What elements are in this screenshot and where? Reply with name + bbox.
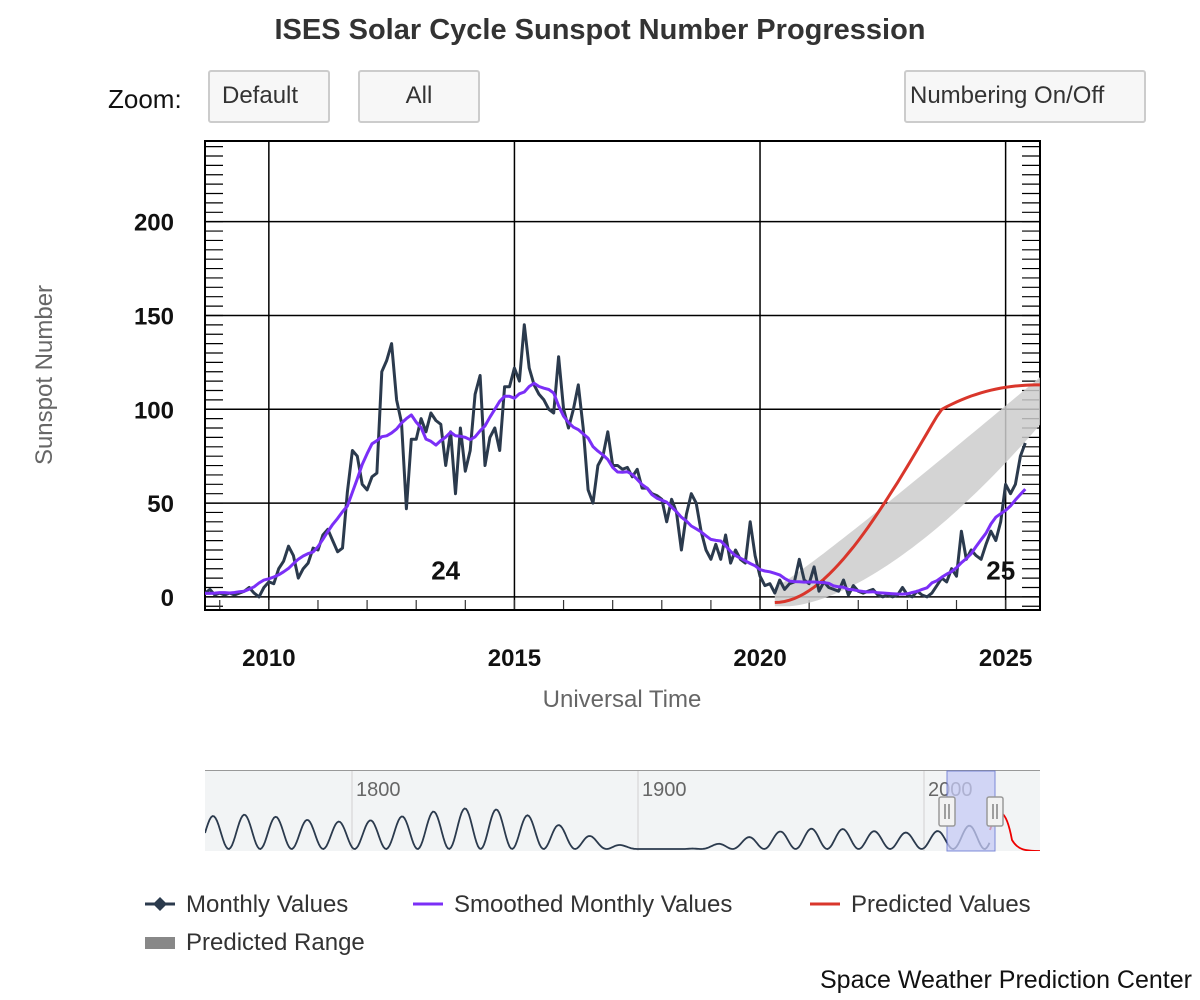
numbering-toggle-button[interactable]: Numbering On/Off (904, 70, 1146, 123)
zoom-label: Zoom: (108, 84, 182, 114)
navigator-handle-body (986, 796, 1004, 827)
legend-symbol (145, 937, 175, 949)
x-tick-label: 2020 (733, 645, 786, 672)
zoom-all-button[interactable]: All (358, 70, 480, 123)
legend-item[interactable]: Smoothed Monthly Values (413, 891, 732, 918)
plot-series (205, 323, 1040, 607)
chart-title: ISES Solar Cycle Sunspot Number Progress… (274, 14, 926, 46)
legend-label: Monthly Values (186, 891, 348, 918)
navigator-series-line (205, 807, 991, 850)
legend-item[interactable]: Predicted Range (145, 929, 365, 956)
monthly-values-line (205, 323, 1027, 599)
cycle-label: 25 (986, 556, 1015, 586)
legend-item[interactable]: Monthly Values (145, 891, 348, 918)
legend-label: Smoothed Monthly Values (454, 891, 732, 918)
navigator-handle[interactable] (938, 796, 956, 827)
x-tick-label: 2015 (488, 645, 541, 672)
y-tick-label: 50 (147, 491, 174, 518)
x-axis-title: Universal Time (543, 686, 702, 713)
x-tick-label: 2010 (242, 645, 295, 672)
navigator-tick-label: 1900 (642, 779, 687, 801)
legend: Monthly Values Smoothed Monthly Values Pre… (145, 891, 1031, 956)
predicted-range-band (774, 377, 1040, 607)
y-tick-label: 150 (134, 303, 174, 330)
y-axis-title: Sunspot Number (31, 285, 58, 465)
legend-item[interactable]: Predicted Values (810, 891, 1031, 918)
navigator-tick-label: 1800 (356, 779, 401, 801)
zoom-default-button[interactable]: Default (208, 70, 330, 123)
cycle-label: 24 (431, 556, 460, 586)
smoothed-monthly-values-line (205, 381, 1027, 596)
legend-label: Predicted Range (186, 929, 365, 956)
navigator-handle[interactable] (986, 796, 1004, 827)
navigator-handle-body (938, 796, 956, 827)
y-tick-label: 0 (161, 585, 174, 612)
legend-label: Predicted Values (851, 891, 1031, 918)
y-tick-label: 200 (134, 210, 174, 237)
x-tick-label: 2025 (979, 645, 1032, 672)
navigator: 180019002000 (205, 770, 1040, 852)
plot-border (204, 140, 1041, 611)
credits: Space Weather Prediction Center (820, 966, 1192, 994)
y-tick-label: 100 (134, 397, 174, 424)
legend-marker (153, 897, 167, 911)
